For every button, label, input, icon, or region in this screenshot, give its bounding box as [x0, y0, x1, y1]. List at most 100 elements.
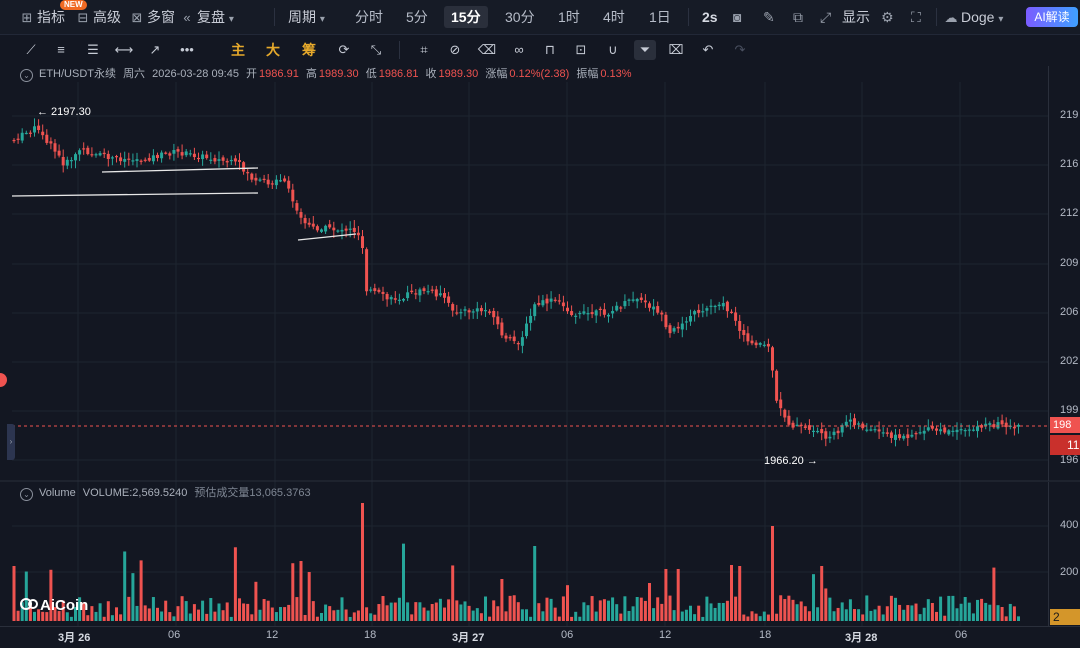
- candle-body: [988, 423, 992, 425]
- camera-icon[interactable]: ◙: [733, 9, 742, 25]
- candle-body: [664, 314, 668, 328]
- volume-bar: [184, 601, 188, 621]
- horizontal-lines-icon[interactable]: ☰: [87, 42, 99, 57]
- arrow-tool-icon[interactable]: ↗: [149, 42, 161, 57]
- replay-label: 复盘: [197, 9, 225, 25]
- trend-line[interactable]: [11, 192, 259, 197]
- volume-axis[interactable]: [1048, 482, 1080, 626]
- trash-icon[interactable]: ⌧: [668, 42, 684, 57]
- volume-bar: [90, 606, 94, 621]
- parallel-lines-icon[interactable]: ≡: [57, 42, 65, 57]
- advanced-button[interactable]: ⊟ 高级: [76, 0, 121, 34]
- volume-bar: [963, 596, 967, 621]
- volume-bar: [484, 596, 487, 621]
- undo-icon[interactable]: ↶: [702, 42, 714, 57]
- eraser-icon[interactable]: ⌫: [477, 42, 497, 57]
- redo-icon[interactable]: ↷: [734, 42, 746, 57]
- timeframe-30m[interactable]: 30分: [505, 9, 535, 25]
- volume-bar: [78, 597, 82, 621]
- fullscreen-icon[interactable]: ⛶: [911, 9, 921, 25]
- candle-body: [430, 289, 434, 291]
- trend-line[interactable]: [101, 167, 259, 173]
- big-order-button[interactable]: 大: [266, 42, 280, 58]
- crop-icon[interactable]: ⌗: [420, 42, 428, 57]
- candle-body: [619, 307, 623, 309]
- ai-analysis-button[interactable]: AI解读: [1026, 7, 1078, 27]
- trend-line[interactable]: [297, 233, 357, 241]
- change-label: 涨幅: [485, 68, 508, 80]
- volume-bar: [471, 610, 475, 621]
- candle-body: [676, 326, 680, 329]
- candle-body: [976, 426, 979, 432]
- volume-bar: [426, 610, 430, 621]
- candle-body: [537, 302, 541, 305]
- horizontal-ray-icon[interactable]: ⟷: [114, 42, 134, 57]
- chevron-down-icon[interactable]: ⌄: [20, 69, 33, 82]
- pen-icon[interactable]: ✎: [763, 9, 775, 25]
- expand-icon[interactable]: ⤢: [820, 9, 832, 25]
- candle-body: [303, 218, 307, 224]
- filter-icon[interactable]: ⏷: [634, 40, 656, 60]
- volume-bar: [713, 607, 717, 621]
- candle-body: [94, 154, 98, 156]
- magnet-icon[interactable]: ∪: [608, 42, 618, 57]
- sync-icon[interactable]: ⟳: [338, 42, 350, 57]
- timeframe-1h[interactable]: 1时: [558, 9, 580, 25]
- indicators-button[interactable]: ⊞ 指标: [20, 0, 65, 34]
- lock-icon[interactable]: ⊓: [544, 42, 556, 57]
- replay-button[interactable]: « 复盘 ▾: [180, 0, 234, 34]
- volume-bar: [496, 606, 500, 621]
- volume-bar: [361, 503, 364, 621]
- time-axis[interactable]: [0, 626, 1080, 648]
- snapshot-icon[interactable]: ⊡: [575, 42, 587, 57]
- measure-icon[interactable]: ⤡: [370, 42, 382, 57]
- settings-icon[interactable]: ⚙: [881, 9, 894, 25]
- chevron-down-icon[interactable]: ⌄: [20, 488, 33, 501]
- candle-body: [86, 147, 90, 155]
- line-tool-icon[interactable]: ⟋: [26, 42, 36, 57]
- volume-bar: [463, 601, 467, 621]
- ruler-icon[interactable]: ⊘: [449, 42, 461, 57]
- volume-bar: [451, 565, 455, 621]
- more-tools-icon[interactable]: •••: [180, 42, 194, 57]
- candle-body: [902, 435, 906, 439]
- candle-body: [889, 432, 893, 438]
- volume-bar: [570, 616, 574, 621]
- refresh-interval[interactable]: 2s: [702, 9, 718, 25]
- volume-bar: [594, 611, 598, 621]
- timeframe-15m[interactable]: 15分: [444, 6, 488, 28]
- candle-body: [492, 310, 496, 318]
- volume-bar: [45, 612, 49, 621]
- panel-toggle-handle[interactable]: ›: [7, 424, 15, 460]
- timeframe-5m[interactable]: 5分: [406, 9, 428, 25]
- price-axis[interactable]: [1048, 66, 1080, 481]
- multiwindow-button[interactable]: ⊠ 多窗: [130, 0, 175, 34]
- low-value: 1986.81: [378, 68, 419, 80]
- doge-theme-dropdown[interactable]: ☁ Doge ▾: [944, 0, 1004, 34]
- volume-bar: [250, 614, 254, 621]
- volume-bar: [262, 599, 266, 621]
- main-indicator-button[interactable]: 主: [231, 42, 245, 58]
- timeframe-1d[interactable]: 1日: [649, 9, 671, 25]
- display-button[interactable]: 显示: [842, 9, 870, 25]
- chip-distribution-button[interactable]: 筹: [302, 42, 316, 58]
- volume-bar: [906, 605, 910, 621]
- candle-body: [69, 160, 73, 162]
- candle-body: [283, 178, 287, 182]
- alert-marker[interactable]: [0, 373, 7, 387]
- volume-bar: [69, 616, 73, 621]
- volume-bar: [115, 607, 118, 621]
- volume-bar: [947, 595, 951, 621]
- volume-bar: [648, 583, 651, 621]
- candle-body: [730, 311, 733, 313]
- candle-body: [984, 423, 988, 426]
- period-dropdown[interactable]: 周期 ▾: [288, 0, 325, 34]
- layout-icon[interactable]: ⧉: [793, 9, 803, 25]
- timeframe-4h[interactable]: 4时: [603, 9, 625, 25]
- multiwindow-label: 多窗: [147, 9, 175, 25]
- candle-body: [320, 229, 323, 232]
- visibility-icon[interactable]: ∞: [514, 42, 524, 57]
- volume-bar: [303, 614, 307, 621]
- timeframe-1[interactable]: 分时: [355, 9, 383, 25]
